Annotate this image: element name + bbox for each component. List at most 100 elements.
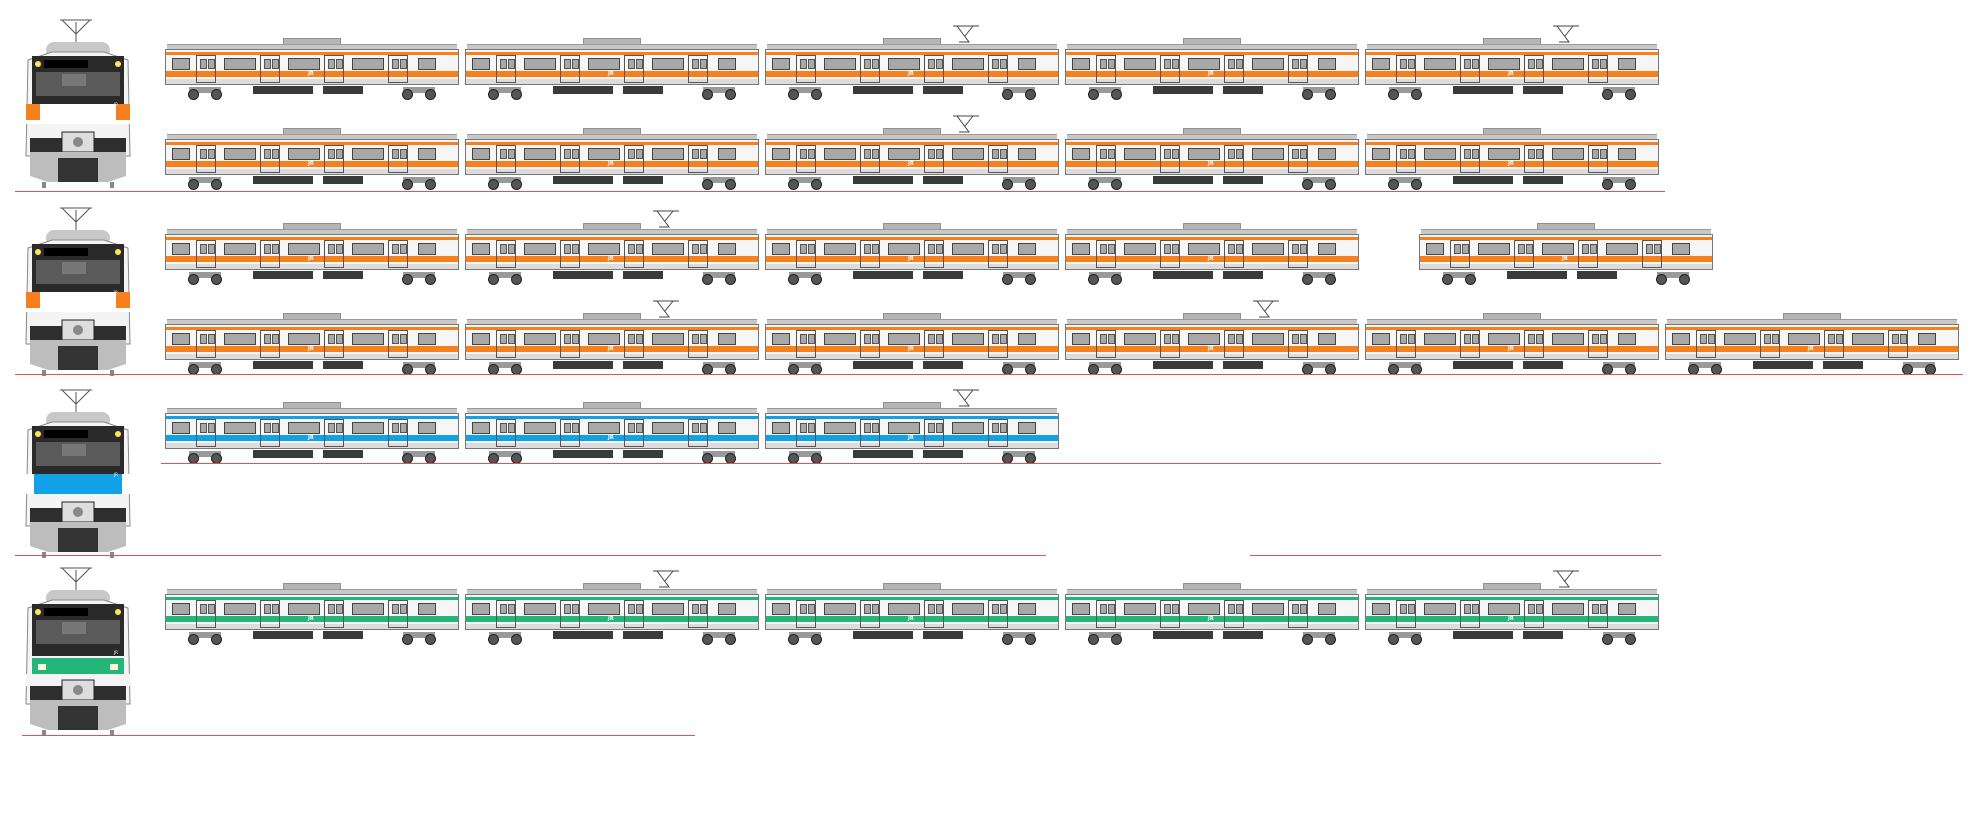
door <box>688 240 708 268</box>
door-window <box>500 604 507 614</box>
wheel <box>1002 634 1013 645</box>
door-window <box>1164 149 1171 159</box>
train-car: JR <box>161 583 459 645</box>
door <box>1450 240 1470 268</box>
door-window <box>1164 59 1171 69</box>
jr-logo: JR <box>908 346 914 352</box>
wheel <box>725 179 736 190</box>
door-window <box>1536 334 1543 344</box>
door-window <box>272 59 279 69</box>
window <box>888 422 920 434</box>
bogie <box>699 449 739 464</box>
door-window <box>1108 604 1115 614</box>
underfloor-equipment <box>1523 86 1563 94</box>
window <box>772 148 790 160</box>
door-window <box>208 149 215 159</box>
underfloor-equipment <box>1507 271 1567 279</box>
wheel <box>1388 634 1399 645</box>
door-window <box>864 244 871 254</box>
door-window <box>1300 149 1307 159</box>
bogie <box>1085 630 1125 645</box>
wheel <box>1325 634 1336 645</box>
window <box>1488 333 1520 345</box>
bogie-frame <box>1303 362 1335 368</box>
side-stripe <box>466 71 758 77</box>
bogie-frame <box>189 451 221 457</box>
door-window <box>1000 334 1007 344</box>
underfloor-equipment <box>323 631 363 639</box>
door-window <box>500 244 507 254</box>
train-front-view: JR <box>22 204 134 376</box>
bogie <box>1685 360 1725 375</box>
wheel <box>1302 634 1313 645</box>
door-window <box>1164 244 1171 254</box>
window <box>652 422 684 434</box>
car-skirt <box>766 354 1058 359</box>
door-window <box>800 244 807 254</box>
door-window <box>264 423 271 433</box>
door-window <box>1536 59 1543 69</box>
window <box>1372 58 1390 70</box>
window <box>524 243 556 255</box>
wheel <box>488 274 499 285</box>
car-skirt <box>166 354 458 359</box>
bogie <box>185 630 225 645</box>
window <box>718 148 736 160</box>
door-window <box>692 244 699 254</box>
svg-text:JR: JR <box>113 650 118 655</box>
car-skirt <box>466 79 758 84</box>
underfloor-equipment <box>553 271 613 279</box>
door <box>1288 145 1308 173</box>
train-car: JR <box>1061 223 1359 285</box>
bogie-frame <box>1303 272 1335 278</box>
car-skirt <box>766 169 1058 174</box>
door <box>1524 330 1544 358</box>
window <box>1188 243 1220 255</box>
window <box>1552 603 1584 615</box>
window <box>1018 422 1036 434</box>
bogie-frame <box>1089 272 1121 278</box>
wheel <box>188 179 199 190</box>
wheel <box>1465 274 1476 285</box>
window <box>718 603 736 615</box>
door-window <box>1400 59 1407 69</box>
bogie <box>785 270 825 285</box>
window <box>1318 58 1336 70</box>
door-window <box>1172 59 1179 69</box>
underfloor-equipment <box>1453 631 1513 639</box>
car-skirt <box>466 264 758 269</box>
door <box>560 330 580 358</box>
car-roof <box>467 408 757 414</box>
door <box>688 145 708 173</box>
train-car: JR <box>161 313 459 375</box>
door-window <box>1900 334 1907 344</box>
door <box>924 419 944 447</box>
door <box>388 419 408 447</box>
window <box>172 422 190 434</box>
jr-logo: JR <box>308 161 314 167</box>
door-window <box>508 423 515 433</box>
door-window <box>336 423 343 433</box>
underfloor-equipment <box>253 631 313 639</box>
door <box>260 145 280 173</box>
door-window <box>208 604 215 614</box>
door-window <box>1592 59 1599 69</box>
underfloor-equipment <box>553 450 613 458</box>
car-skirt <box>766 624 1058 629</box>
door-window <box>572 149 579 159</box>
car-skirt <box>1366 169 1658 174</box>
car-body: JR <box>765 139 1059 175</box>
wheel <box>811 179 822 190</box>
door <box>624 145 644 173</box>
side-stripe <box>1366 161 1658 167</box>
bogie <box>399 360 439 375</box>
door-window <box>500 59 507 69</box>
door-window <box>200 59 207 69</box>
bogie-frame <box>1003 451 1035 457</box>
door <box>1396 600 1416 628</box>
car-roof <box>767 408 1057 414</box>
door-window <box>200 149 207 159</box>
car-body: JR <box>1065 234 1359 270</box>
underfloor-equipment <box>1223 271 1263 279</box>
door <box>1160 55 1180 83</box>
